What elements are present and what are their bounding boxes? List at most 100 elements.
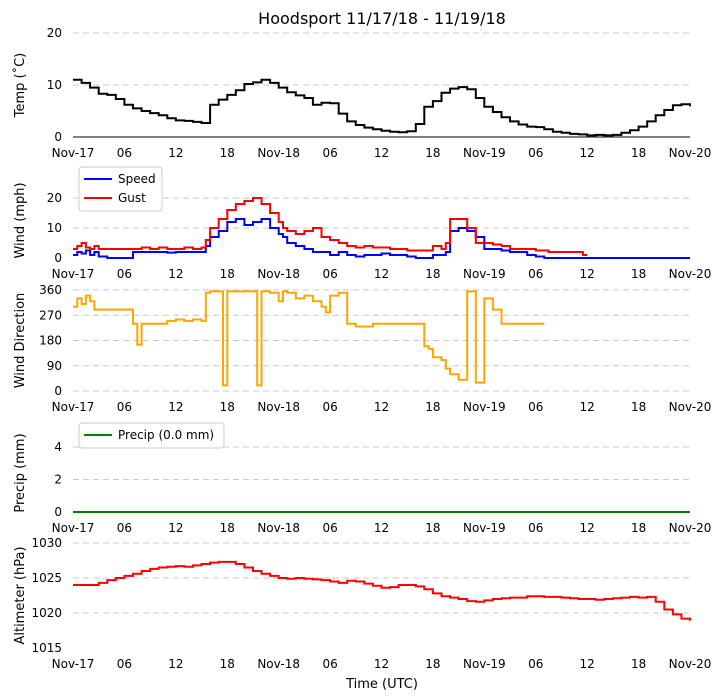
y-axis-label: Precip (mm): [13, 433, 28, 512]
x-tick-label: 12: [580, 267, 595, 281]
series-line-altimeter: [73, 560, 691, 621]
x-tick-label: 12: [168, 521, 183, 535]
y-tick-label: 4: [54, 440, 62, 454]
x-tick-label: 06: [117, 146, 132, 160]
y-tick-label: 1020: [31, 606, 62, 620]
x-tick-label: 12: [580, 400, 595, 414]
x-tick-label: 06: [117, 521, 132, 535]
legend-label: Precip (0.0 mm): [118, 428, 214, 442]
y-tick-label: 0: [54, 130, 62, 144]
x-tick-label: 12: [374, 400, 389, 414]
x-tick-label: 18: [425, 267, 440, 281]
y-tick-label: 0: [54, 251, 62, 265]
x-tick-label: 12: [374, 146, 389, 160]
x-tick-label: 06: [117, 400, 132, 414]
x-tick-label: Nov-20: [669, 267, 712, 281]
x-tick-label: 06: [528, 146, 543, 160]
x-tick-label: 12: [168, 657, 183, 671]
x-tick-label: Nov-17: [52, 146, 95, 160]
series-line-gust: [73, 197, 588, 256]
x-tick-label: 12: [168, 146, 183, 160]
x-tick-label: 18: [220, 400, 235, 414]
series-line-direction: [73, 290, 545, 387]
chart-title: Hoodsport 11/17/18 - 11/19/18: [258, 9, 506, 28]
legend-label: Speed: [118, 172, 156, 186]
x-tick-label: 06: [528, 400, 543, 414]
x-tick-label: 18: [425, 146, 440, 160]
panel-1: 0 10 20 Nov-17 06 12 18 Nov-18 06 12 18 Nov-19 06 12 1…: [12, 26, 711, 160]
y-tick-label: 360: [39, 283, 62, 297]
y-tick-label: 20: [47, 191, 62, 205]
x-tick-label: 18: [220, 657, 235, 671]
x-tick-label: Nov-18: [257, 521, 300, 535]
x-tick-label: 18: [425, 521, 440, 535]
x-tick-label: Nov-19: [463, 400, 506, 414]
y-tick-label: 1030: [31, 536, 62, 550]
y-axis-label: Wind Direction: [13, 293, 28, 389]
x-tick-label: Nov-19: [463, 146, 506, 160]
y-tick-label: 0: [54, 384, 62, 398]
x-tick-label: 18: [425, 400, 440, 414]
x-tick-label: Nov-17: [52, 267, 95, 281]
x-tick-label: 18: [220, 521, 235, 535]
legend-label: Gust: [118, 191, 146, 205]
y-tick-label: 270: [39, 308, 62, 322]
x-tick-label: Nov-17: [52, 521, 95, 535]
series-line-temp: [73, 78, 691, 137]
x-tick-label: Nov-17: [52, 657, 95, 671]
x-tick-label: 12: [168, 267, 183, 281]
x-tick-label: Nov-20: [669, 146, 712, 160]
x-tick-label: 12: [580, 146, 595, 160]
x-tick-label: Nov-17: [52, 400, 95, 414]
x-tick-label: 12: [580, 521, 595, 535]
x-tick-label: 18: [631, 521, 646, 535]
x-tick-label: Nov-18: [257, 146, 300, 160]
y-tick-label: 10: [47, 221, 62, 235]
x-tick-label: 06: [117, 657, 132, 671]
x-tick-label: 18: [631, 146, 646, 160]
y-axis-label: Temp (˚C): [12, 53, 28, 119]
x-tick-label: 18: [631, 267, 646, 281]
x-tick-label: Nov-20: [669, 657, 712, 671]
x-tick-label: Nov-18: [257, 657, 300, 671]
x-tick-label: Nov-20: [669, 521, 712, 535]
x-tick-label: 06: [528, 521, 543, 535]
x-tick-label: 18: [220, 267, 235, 281]
x-tick-label: 06: [322, 400, 337, 414]
x-tick-label: 06: [117, 267, 132, 281]
panel-2: 0 10 20 Nov-17 06 12 18 Nov-18 06 12 18 Nov-19 06 12 1…: [13, 166, 712, 281]
y-tick-label: 1025: [31, 571, 62, 585]
x-tick-label: Nov-19: [463, 521, 506, 535]
x-tick-label: Nov-18: [257, 267, 300, 281]
x-tick-label: 18: [631, 400, 646, 414]
panel-5: 1015 1020 1025 1030 Nov-17 06 12 18 Nov-18 06 12 18…: [13, 536, 711, 671]
x-tick-label: 06: [322, 267, 337, 281]
y-axis-label: Wind (mph): [13, 182, 28, 258]
x-tick-label: Nov-20: [669, 400, 712, 414]
x-tick-label: Nov-19: [463, 267, 506, 281]
x-tick-label: 06: [322, 521, 337, 535]
y-tick-label: 10: [47, 78, 62, 92]
x-tick-label: 12: [374, 657, 389, 671]
y-axis-label: Altimeter (hPa): [13, 546, 28, 644]
x-tick-label: 12: [580, 657, 595, 671]
x-tick-label: 12: [168, 400, 183, 414]
legend-box: [78, 422, 225, 449]
x-tick-label: 18: [220, 146, 235, 160]
y-tick-label: 20: [47, 26, 62, 40]
x-tick-label: 06: [528, 267, 543, 281]
y-tick-label: 90: [47, 359, 62, 373]
x-tick-label: 06: [528, 657, 543, 671]
x-tick-label: Nov-18: [257, 400, 300, 414]
panel-4: 0 2 4 Nov-17 06 12 18 Nov-18 06 12 18 Nov-19 06 12 18 N…: [13, 422, 712, 535]
x-tick-label: Nov-19: [463, 657, 506, 671]
x-axis-label: Time (UTC): [345, 677, 418, 692]
y-tick-label: 180: [39, 334, 62, 348]
x-tick-label: 06: [322, 146, 337, 160]
y-tick-label: 0: [54, 505, 62, 519]
x-tick-label: 18: [425, 657, 440, 671]
series-line-speed: [73, 218, 690, 259]
y-tick-label: 1015: [31, 641, 62, 655]
